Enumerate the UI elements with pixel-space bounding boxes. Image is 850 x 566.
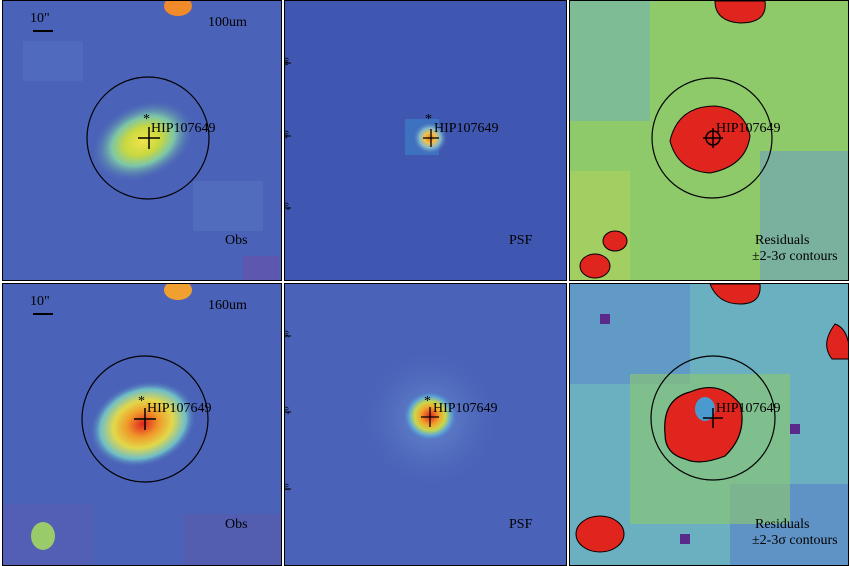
obs-label: Obs [225, 517, 248, 532]
obs-image-100um: * [3, 1, 281, 280]
y-tick-label: 10 [284, 483, 291, 492]
residuals-label: Residuals [755, 233, 810, 248]
psf-panel-100um: * 60 40 20 HIP107649 PSF [284, 0, 567, 281]
contours-label: ±2-3σ contours [752, 249, 838, 264]
obs-panel-100um: * 10" 100um HIP107649 Obs [2, 0, 282, 281]
obs-label: Obs [225, 233, 248, 248]
svg-text:*: * [425, 112, 432, 127]
y-tick-label: 40 [284, 130, 291, 139]
psf-label: PSF [509, 517, 533, 532]
residuals-image-160um [570, 284, 848, 565]
source-label: HIP107649 [716, 401, 781, 416]
y-tick-label: 30 [284, 330, 291, 339]
obs-image-160um: * [3, 284, 281, 565]
svg-text:*: * [138, 394, 145, 409]
band-label: 100um [208, 15, 247, 30]
source-label: HIP107649 [433, 401, 498, 416]
svg-text:*: * [424, 394, 431, 409]
y-tick-label: 20 [284, 406, 291, 415]
residuals-panel-160um: HIP107649 Residuals ±2-3σ contours [569, 283, 849, 566]
source-label: HIP107649 [151, 121, 216, 136]
svg-text:*: * [143, 112, 150, 127]
source-label: HIP107649 [434, 121, 499, 136]
residuals-label: Residuals [755, 517, 810, 532]
contours-label: ±2-3σ contours [752, 533, 838, 548]
psf-panel-160um: * 30 20 10 HIP107649 PSF [284, 283, 567, 566]
y-tick-label: 60 [284, 57, 291, 66]
band-label: 160um [208, 298, 247, 313]
residuals-image-100um [570, 1, 848, 280]
psf-image-160um: * [285, 284, 566, 565]
y-tick-label: 20 [284, 202, 291, 211]
source-label: HIP107649 [716, 121, 781, 136]
residuals-panel-100um: HIP107649 Residuals ±2-3σ contours [569, 0, 849, 281]
source-label: HIP107649 [147, 401, 212, 416]
obs-panel-160um: * 10" 160um HIP107649 Obs [2, 283, 282, 566]
scale-bar-label: 10" [30, 11, 50, 26]
scale-bar-label: 10" [30, 294, 50, 309]
psf-image-100um: * [285, 1, 566, 280]
psf-label: PSF [509, 233, 533, 248]
